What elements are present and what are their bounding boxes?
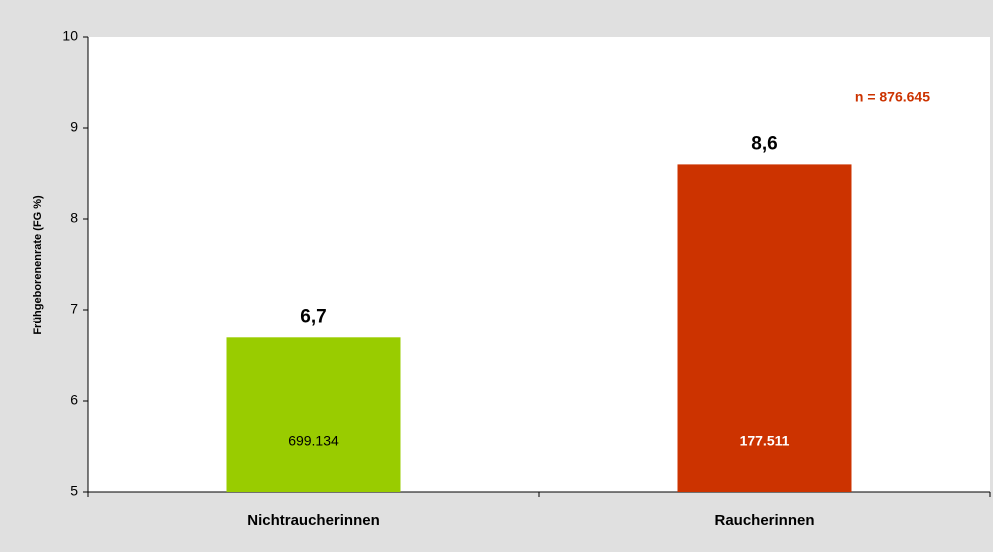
annotation: n = 876.645 bbox=[855, 89, 930, 105]
x-tick-label: Raucherinnen bbox=[714, 512, 814, 529]
y-tick-label: 10 bbox=[62, 28, 78, 44]
plot-area bbox=[88, 37, 990, 492]
bar-label: 177.511 bbox=[740, 433, 790, 449]
y-tick-label: 7 bbox=[70, 301, 78, 317]
y-tick-label: 8 bbox=[70, 210, 78, 226]
bar bbox=[226, 337, 401, 492]
y-tick-label: 9 bbox=[70, 119, 78, 135]
x-tick-label: Nichtraucherinnen bbox=[247, 512, 380, 529]
bar bbox=[677, 164, 852, 492]
bar-label: 699.134 bbox=[288, 433, 339, 449]
y-axis-label: Frühgeborenenrate (FG %) bbox=[32, 195, 44, 335]
y-tick-label: 5 bbox=[70, 483, 78, 499]
value-label: 8,6 bbox=[751, 133, 777, 154]
value-label: 6,7 bbox=[300, 306, 326, 327]
y-tick-label: 6 bbox=[70, 392, 78, 408]
